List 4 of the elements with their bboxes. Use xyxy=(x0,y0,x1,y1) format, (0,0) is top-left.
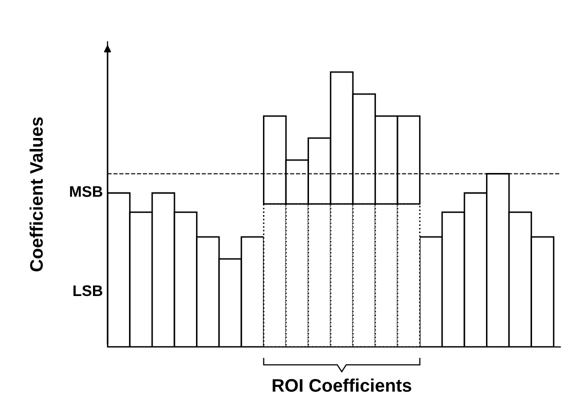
text: LSB xyxy=(73,285,102,296)
y-axis-title: Coefficient Values xyxy=(30,117,43,272)
text: ROI Coefficients xyxy=(272,378,412,392)
text: MSB xyxy=(70,186,102,197)
